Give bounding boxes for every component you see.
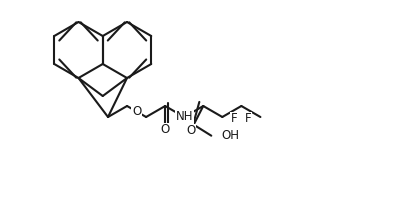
Text: OH: OH: [221, 129, 239, 142]
Text: O: O: [186, 124, 195, 137]
Text: NH: NH: [176, 110, 193, 124]
Text: F: F: [245, 113, 252, 125]
Text: F: F: [231, 113, 238, 125]
Text: O: O: [160, 123, 170, 136]
Text: O: O: [132, 105, 141, 118]
